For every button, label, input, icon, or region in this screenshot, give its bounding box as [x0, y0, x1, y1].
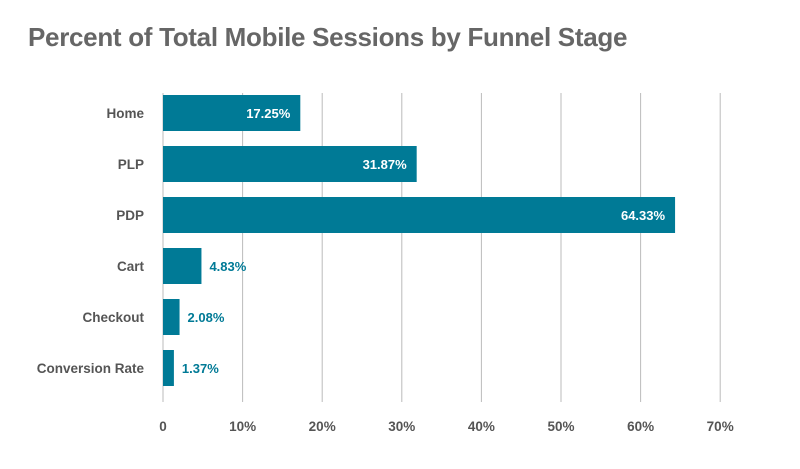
value-label-cart: 4.83% [209, 259, 246, 274]
x-tick-label-30: 30% [388, 419, 415, 434]
bar-cart [163, 248, 202, 284]
x-tick-label-70: 70% [707, 419, 734, 434]
value-label-checkout: 2.08% [188, 310, 225, 325]
chart-title: Percent of Total Mobile Sessions by Funn… [28, 22, 628, 52]
bars [163, 95, 676, 386]
category-label-pdp: PDP [116, 208, 144, 223]
value-labels: 17.25% 31.87% 64.33% 4.83% 2.08% 1.37% [182, 106, 666, 376]
x-tick-label-0: 0 [159, 419, 167, 434]
x-tick-label-50: 50% [547, 419, 574, 434]
value-label-plp: 31.87% [363, 157, 408, 172]
category-label-cart: Cart [117, 259, 145, 274]
category-label-home: Home [106, 106, 144, 121]
x-axis-ticks: 0 10% 20% 30% 40% 50% 60% 70% [159, 419, 733, 434]
bar-checkout [163, 299, 180, 335]
category-label-plp: PLP [118, 157, 144, 172]
x-tick-label-40: 40% [468, 419, 495, 434]
bar-pdp [163, 197, 676, 233]
x-tick-label-60: 60% [627, 419, 654, 434]
value-label-pdp: 64.33% [621, 208, 666, 223]
x-tick-label-20: 20% [309, 419, 336, 434]
x-tick-label-10: 10% [229, 419, 256, 434]
bar-conversion-rate [163, 350, 174, 386]
bar-plp [163, 146, 417, 182]
value-label-home: 17.25% [246, 106, 291, 121]
gridlines [162, 93, 721, 402]
category-label-checkout: Checkout [82, 310, 144, 325]
category-labels: Home PLP PDP Cart Checkout Conversion Rate [37, 106, 145, 376]
category-label-conversion-rate: Conversion Rate [37, 361, 145, 376]
bar-home [163, 95, 301, 131]
value-label-conversion-rate: 1.37% [182, 361, 219, 376]
